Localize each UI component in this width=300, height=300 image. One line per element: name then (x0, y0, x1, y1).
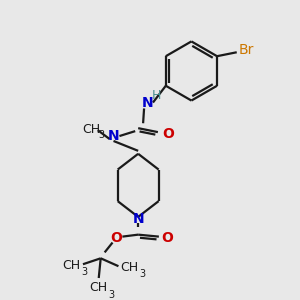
Text: CH: CH (90, 281, 108, 294)
Text: N: N (132, 212, 144, 226)
Text: CH: CH (62, 259, 80, 272)
Text: 3: 3 (109, 290, 115, 300)
Text: CH: CH (120, 261, 138, 274)
Text: N: N (142, 95, 154, 110)
Text: 3: 3 (139, 269, 145, 279)
Text: N: N (108, 129, 119, 143)
Text: 3: 3 (99, 130, 105, 140)
Text: H: H (152, 89, 162, 102)
Text: O: O (110, 231, 122, 244)
Text: CH: CH (82, 123, 100, 136)
Text: 3: 3 (81, 267, 87, 277)
Text: O: O (161, 231, 173, 244)
Text: O: O (162, 127, 174, 141)
Text: Br: Br (239, 43, 254, 57)
